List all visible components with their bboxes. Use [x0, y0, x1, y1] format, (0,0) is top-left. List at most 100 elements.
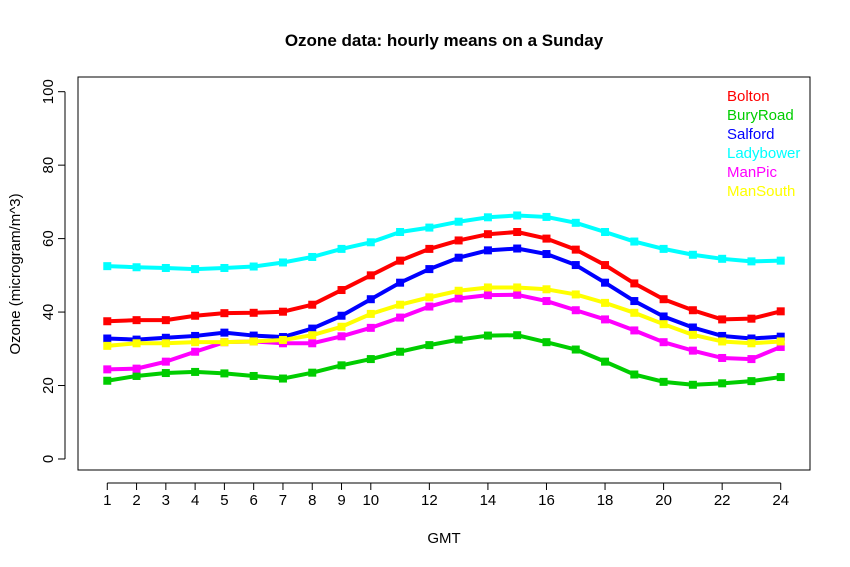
- data-point: [542, 285, 551, 294]
- data-point: [220, 263, 229, 272]
- data-point: [425, 223, 434, 232]
- data-point: [776, 342, 785, 351]
- x-tick-label: 24: [772, 492, 789, 509]
- data-point: [718, 353, 727, 362]
- legend-item-mansouth: ManSouth: [727, 183, 795, 200]
- data-point: [688, 346, 697, 355]
- data-point: [542, 234, 551, 243]
- y-tick-label: 0: [40, 455, 57, 463]
- data-point: [747, 377, 756, 386]
- series-salford: [103, 244, 785, 344]
- data-point: [571, 218, 580, 227]
- data-point: [454, 286, 463, 295]
- data-point: [747, 339, 756, 348]
- data-point: [483, 246, 492, 255]
- data-point: [776, 373, 785, 382]
- data-point: [601, 357, 610, 366]
- data-point: [425, 293, 434, 302]
- data-point: [659, 338, 668, 347]
- data-point: [220, 338, 229, 347]
- data-point: [337, 361, 346, 370]
- data-point: [103, 365, 112, 374]
- data-point: [513, 211, 522, 220]
- data-point: [601, 227, 610, 236]
- x-tick-label: 18: [597, 492, 614, 509]
- data-point: [191, 367, 200, 376]
- data-point: [161, 333, 170, 342]
- data-point: [513, 331, 522, 340]
- data-point: [718, 331, 727, 340]
- data-point: [191, 311, 200, 320]
- data-point: [688, 330, 697, 339]
- data-point: [601, 315, 610, 324]
- data-point: [161, 357, 170, 366]
- data-point: [454, 236, 463, 245]
- data-point: [747, 257, 756, 266]
- y-tick-label: 100: [40, 79, 57, 104]
- data-point: [688, 380, 697, 389]
- data-point: [278, 307, 287, 316]
- data-point: [132, 371, 141, 380]
- data-point: [220, 309, 229, 318]
- data-point: [571, 261, 580, 270]
- data-point: [161, 263, 170, 272]
- data-point: [161, 339, 170, 348]
- data-point: [337, 332, 346, 341]
- data-point: [366, 309, 375, 318]
- legend-item-salford: Salford: [727, 126, 775, 143]
- data-point: [659, 295, 668, 304]
- data-point: [308, 339, 317, 348]
- data-point: [747, 314, 756, 323]
- data-point: [191, 265, 200, 274]
- data-point: [396, 278, 405, 287]
- data-point: [249, 371, 258, 380]
- legend-item-bolton: Bolton: [727, 88, 770, 105]
- data-point: [513, 290, 522, 299]
- data-point: [630, 326, 639, 335]
- x-axis-label: GMT: [427, 530, 460, 547]
- series-line: [107, 229, 782, 324]
- data-point: [366, 355, 375, 364]
- data-point: [191, 338, 200, 347]
- data-point: [542, 297, 551, 306]
- data-point: [249, 337, 258, 346]
- data-point: [396, 300, 405, 309]
- data-point: [161, 369, 170, 378]
- x-tick-label: 20: [655, 492, 672, 509]
- data-point: [630, 370, 639, 379]
- data-point: [425, 302, 434, 311]
- data-point: [659, 377, 668, 386]
- series-ladybower: [103, 211, 785, 274]
- x-tick-label: 10: [362, 492, 379, 509]
- data-point: [366, 238, 375, 247]
- data-point: [659, 312, 668, 321]
- x-tick-label: 2: [132, 492, 140, 509]
- legend-item-buryroad: BuryRoad: [727, 107, 794, 124]
- data-point: [542, 338, 551, 347]
- data-point: [103, 262, 112, 271]
- data-point: [337, 322, 346, 331]
- data-point: [191, 331, 200, 340]
- x-tick-label: 4: [191, 492, 199, 509]
- x-tick-label: 12: [421, 492, 438, 509]
- data-point: [659, 244, 668, 253]
- data-point: [747, 334, 756, 343]
- plot-frame: [77, 76, 811, 471]
- x-tick-label: 1: [103, 492, 111, 509]
- data-point: [396, 256, 405, 265]
- data-point: [396, 227, 405, 236]
- data-point: [454, 335, 463, 344]
- y-axis-label: Ozone (microgram/m^3): [7, 193, 24, 354]
- data-point: [776, 337, 785, 346]
- series-line: [107, 285, 781, 348]
- data-point: [483, 291, 492, 300]
- x-tick-label: 3: [162, 492, 170, 509]
- data-point: [718, 337, 727, 346]
- data-point: [542, 250, 551, 259]
- data-point: [454, 294, 463, 303]
- data-point: [483, 213, 492, 222]
- x-tick-label: 14: [480, 492, 497, 509]
- data-point: [132, 263, 141, 272]
- data-point: [220, 328, 229, 337]
